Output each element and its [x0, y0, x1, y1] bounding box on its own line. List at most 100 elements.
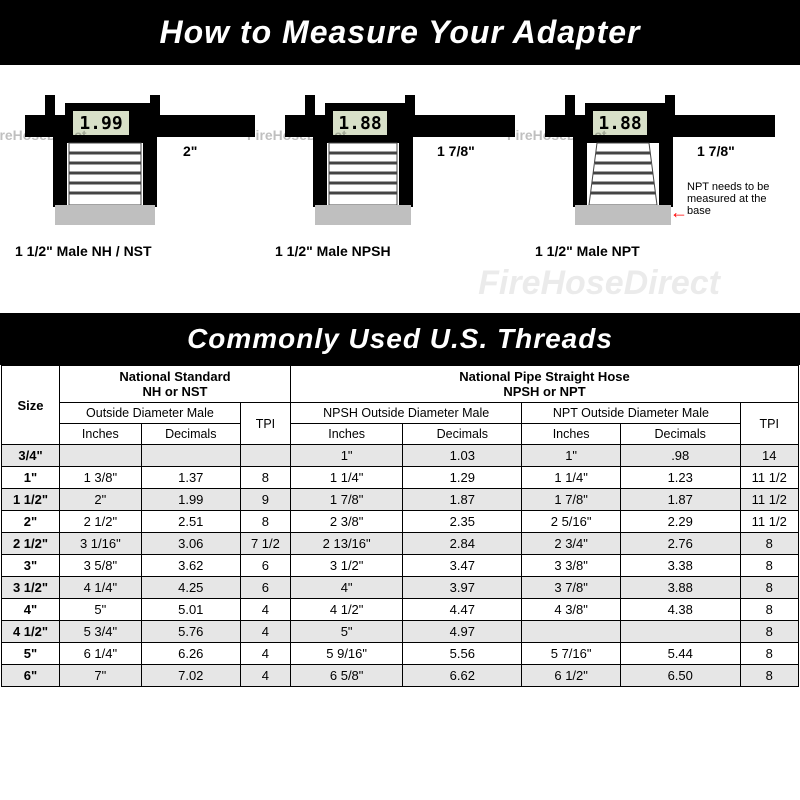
cell-npt_dec: 3.88: [620, 577, 740, 599]
cell-npt_dec: 2.76: [620, 533, 740, 555]
cell-nh_dec: 3.62: [141, 555, 240, 577]
cell-nh_in: 1 3/8": [60, 467, 142, 489]
cell-size: 2 1/2": [2, 533, 60, 555]
thread-icon: [329, 143, 397, 205]
cell-np_tpi: 14: [740, 445, 798, 467]
title-banner-mid: Commonly Used U.S. Threads: [0, 313, 800, 365]
thread-icon: [589, 143, 657, 205]
cell-npsh_in: 4": [290, 577, 402, 599]
cell-nh_tpi: [240, 445, 290, 467]
table-row: 5"6 1/4"6.2645 9/16"5.565 7/16"5.448: [2, 643, 799, 665]
cell-np_tpi: 11 1/2: [740, 489, 798, 511]
cell-npt_dec: .98: [620, 445, 740, 467]
cell-npt_in: 1 7/8": [522, 489, 621, 511]
table-row: 2 1/2"3 1/16"3.067 1/22 13/16"2.842 3/4"…: [2, 533, 799, 555]
cell-npsh_dec: 3.47: [403, 555, 522, 577]
cell-nh_tpi: 9: [240, 489, 290, 511]
cell-npt_dec: 3.38: [620, 555, 740, 577]
cell-npt_dec: 1.23: [620, 467, 740, 489]
cell-npt_in: 3 7/8": [522, 577, 621, 599]
caliper-icon: 1.88: [285, 85, 515, 235]
inches-label: Inches: [60, 424, 142, 445]
cell-npt_dec: 2.29: [620, 511, 740, 533]
cell-npsh_in: 1 1/4": [290, 467, 402, 489]
cell-npsh_dec: 6.62: [403, 665, 522, 687]
cell-size: 4 1/2": [2, 621, 60, 643]
diagram-row: FireHoseDirect 1.99 2" 1 1/2" Male NH / …: [0, 65, 800, 295]
cell-nh_in: 3 1/16": [60, 533, 142, 555]
caliper-reading: 1.99: [79, 113, 122, 134]
cell-nh_dec: 1.37: [141, 467, 240, 489]
cell-npt_in: 2 5/16": [522, 511, 621, 533]
cell-npt_in: 1 1/4": [522, 467, 621, 489]
cell-npsh_dec: 2.84: [403, 533, 522, 555]
cell-npsh_in: 6 5/8": [290, 665, 402, 687]
cell-npsh_in: 3 1/2": [290, 555, 402, 577]
cell-npsh_dec: 3.97: [403, 577, 522, 599]
arrow-icon: ←: [670, 203, 688, 221]
cell-nh_dec: 2.51: [141, 511, 240, 533]
diagram-nh-nst: FireHoseDirect 1.99 2" 1 1/2" Male NH / …: [15, 85, 265, 285]
cell-npsh_in: 1 7/8": [290, 489, 402, 511]
size-label: 1 7/8": [437, 143, 475, 159]
cell-nh_dec: 6.26: [141, 643, 240, 665]
cell-npt_dec: 6.50: [620, 665, 740, 687]
cell-size: 3": [2, 555, 60, 577]
decimals-label: Decimals: [620, 424, 740, 445]
nh-od-label: Outside Diameter Male: [60, 403, 241, 424]
cell-npsh_in: 1": [290, 445, 402, 467]
cell-size: 3 1/2": [2, 577, 60, 599]
cell-nh_in: [60, 445, 142, 467]
cell-np_tpi: 8: [740, 533, 798, 555]
diagram-npt: FireHoseDirect 1.88 1 7/8" ← NPT needs t…: [535, 85, 785, 285]
inches-label: Inches: [522, 424, 621, 445]
thread-icon: [69, 143, 141, 205]
cell-np_tpi: 8: [740, 643, 798, 665]
cell-size: 1": [2, 467, 60, 489]
cell-npt_in: 6 1/2": [522, 665, 621, 687]
cell-np_tpi: 11 1/2: [740, 511, 798, 533]
cell-nh_tpi: 6: [240, 577, 290, 599]
group-nh-sub: NH or NST: [64, 384, 286, 399]
table-row: 2"2 1/2"2.5182 3/8"2.352 5/16"2.2911 1/2: [2, 511, 799, 533]
cell-npsh_in: 5 9/16": [290, 643, 402, 665]
cell-nh_in: 6 1/4": [60, 643, 142, 665]
table-row: 4"5"5.0144 1/2"4.474 3/8"4.388: [2, 599, 799, 621]
cell-npt_in: 2 3/4": [522, 533, 621, 555]
cell-nh_in: 4 1/4": [60, 577, 142, 599]
cell-nh_in: 2": [60, 489, 142, 511]
title-banner-top: How to Measure Your Adapter: [0, 0, 800, 65]
cell-npt_dec: 4.38: [620, 599, 740, 621]
cell-npt_in: 5 7/16": [522, 643, 621, 665]
cell-np_tpi: 8: [740, 577, 798, 599]
cell-npt_dec: [620, 621, 740, 643]
cell-size: 1 1/2": [2, 489, 60, 511]
cell-nh_in: 3 5/8": [60, 555, 142, 577]
np-tpi-label: TPI: [740, 403, 798, 445]
cell-np_tpi: 11 1/2: [740, 467, 798, 489]
cell-size: 6": [2, 665, 60, 687]
cell-npsh_dec: 1.03: [403, 445, 522, 467]
cell-nh_tpi: 7 1/2: [240, 533, 290, 555]
group-np-top: National Pipe Straight Hose: [295, 369, 794, 384]
cell-np_tpi: 8: [740, 665, 798, 687]
table-row: 3"3 5/8"3.6263 1/2"3.473 3/8"3.388: [2, 555, 799, 577]
table-row: 4 1/2"5 3/4"5.7645"4.978: [2, 621, 799, 643]
col-group-nh: National Standard NH or NST: [60, 366, 291, 403]
cell-size: 2": [2, 511, 60, 533]
cell-npsh_dec: 2.35: [403, 511, 522, 533]
decimals-label: Decimals: [403, 424, 522, 445]
caliper-reading: 1.88: [338, 113, 381, 134]
npt-note: NPT needs to be measured at the base: [687, 181, 782, 217]
cell-npsh_dec: 1.87: [403, 489, 522, 511]
cell-nh_tpi: 4: [240, 665, 290, 687]
thread-label: 1 1/2" Male NPSH: [275, 243, 525, 259]
cell-np_tpi: 8: [740, 621, 798, 643]
table-row: 6"7"7.0246 5/8"6.626 1/2"6.508: [2, 665, 799, 687]
cell-npsh_in: 4 1/2": [290, 599, 402, 621]
table-row: 1 1/2"2"1.9991 7/8"1.871 7/8"1.8711 1/2: [2, 489, 799, 511]
caliper-reading: 1.88: [598, 113, 641, 134]
cell-np_tpi: 8: [740, 599, 798, 621]
cell-nh_in: 7": [60, 665, 142, 687]
cell-npsh_in: 5": [290, 621, 402, 643]
